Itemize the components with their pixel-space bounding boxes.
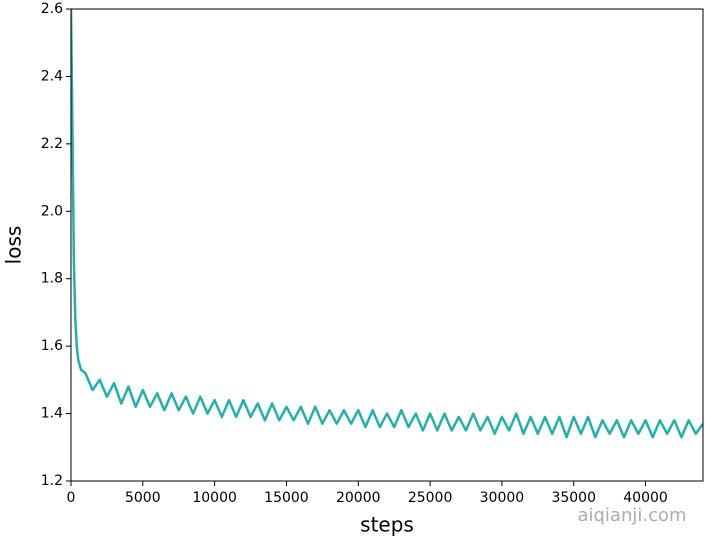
x-tick-label: 0: [67, 490, 76, 506]
x-tick-label: 35000: [551, 490, 596, 506]
loss-line: [71, 9, 703, 439]
y-tick-label: 2.2: [41, 136, 63, 152]
x-tick-label: 30000: [480, 490, 525, 506]
y-tick-label: 1.2: [41, 473, 63, 489]
y-tick-label: 2.4: [41, 68, 63, 84]
y-tick-label: 2.0: [41, 203, 63, 219]
y-axis-label: loss: [2, 226, 26, 265]
x-tick-label: 40000: [623, 490, 668, 506]
x-tick-label: 5000: [125, 490, 161, 506]
y-tick-label: 2.6: [41, 1, 63, 17]
y-tick-label: 1.6: [41, 338, 63, 354]
x-tick-label: 10000: [192, 490, 237, 506]
y-tick-label: 1.8: [41, 271, 63, 287]
x-axis-label: steps: [360, 513, 414, 537]
y-tick-label: 1.4: [41, 406, 63, 422]
watermark: aiqianji.com: [577, 505, 686, 526]
plot-frame: [70, 8, 704, 482]
x-tick-label: 15000: [264, 490, 309, 506]
x-tick-label: 25000: [408, 490, 453, 506]
x-tick-label: 20000: [336, 490, 381, 506]
